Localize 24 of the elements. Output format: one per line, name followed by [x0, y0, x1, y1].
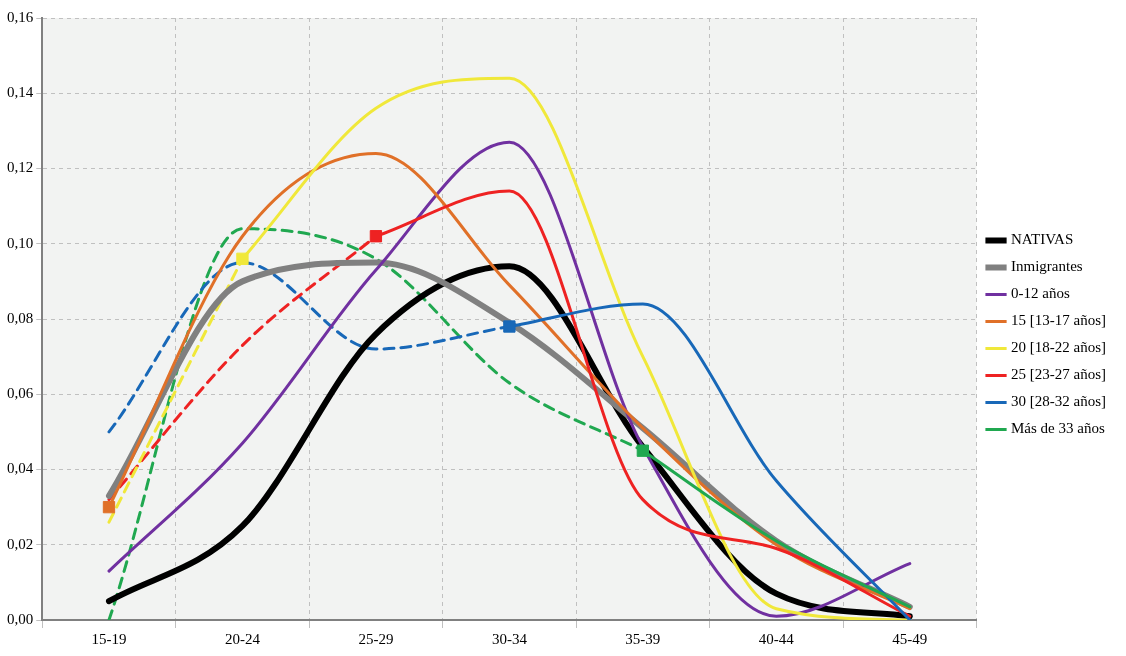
y-tick-label: 0,10: [7, 234, 34, 251]
x-tick-label: 35-39: [625, 630, 661, 647]
y-tick-label: 0,02: [7, 535, 34, 552]
legend-label: Inmigrantes: [1011, 258, 1083, 275]
x-tick-label: 20-24: [224, 630, 261, 647]
y-tick-label: 0,12: [7, 159, 34, 176]
legend-label: NATIVAS: [1011, 231, 1074, 248]
x-tick-label: 30-34: [491, 630, 528, 647]
x-tick-label: 40-44: [758, 630, 795, 647]
x-tick-label: 45-49: [892, 630, 928, 647]
legend-label: Más de 33 años: [1011, 420, 1105, 437]
y-tick-label: 0,08: [7, 309, 34, 326]
y-tick-label: 0,00: [7, 610, 34, 627]
y-tick-label: 0,16: [7, 8, 34, 25]
legend-label: 0-12 años: [1011, 285, 1070, 302]
legend-label: 25 [23-27 años]: [1011, 366, 1106, 383]
legend-label: 30 [28-32 años]: [1011, 393, 1106, 410]
legend-label: 20 [18-22 años]: [1011, 339, 1106, 356]
y-tick-label: 0,04: [7, 460, 34, 477]
x-tick-label: 25-29: [358, 630, 394, 647]
legend-label: 15 [13-17 años]: [1011, 312, 1106, 329]
y-tick-label: 0,14: [7, 84, 34, 101]
y-tick-label: 0,06: [7, 385, 34, 402]
x-tick-label: 15-19: [91, 630, 127, 647]
